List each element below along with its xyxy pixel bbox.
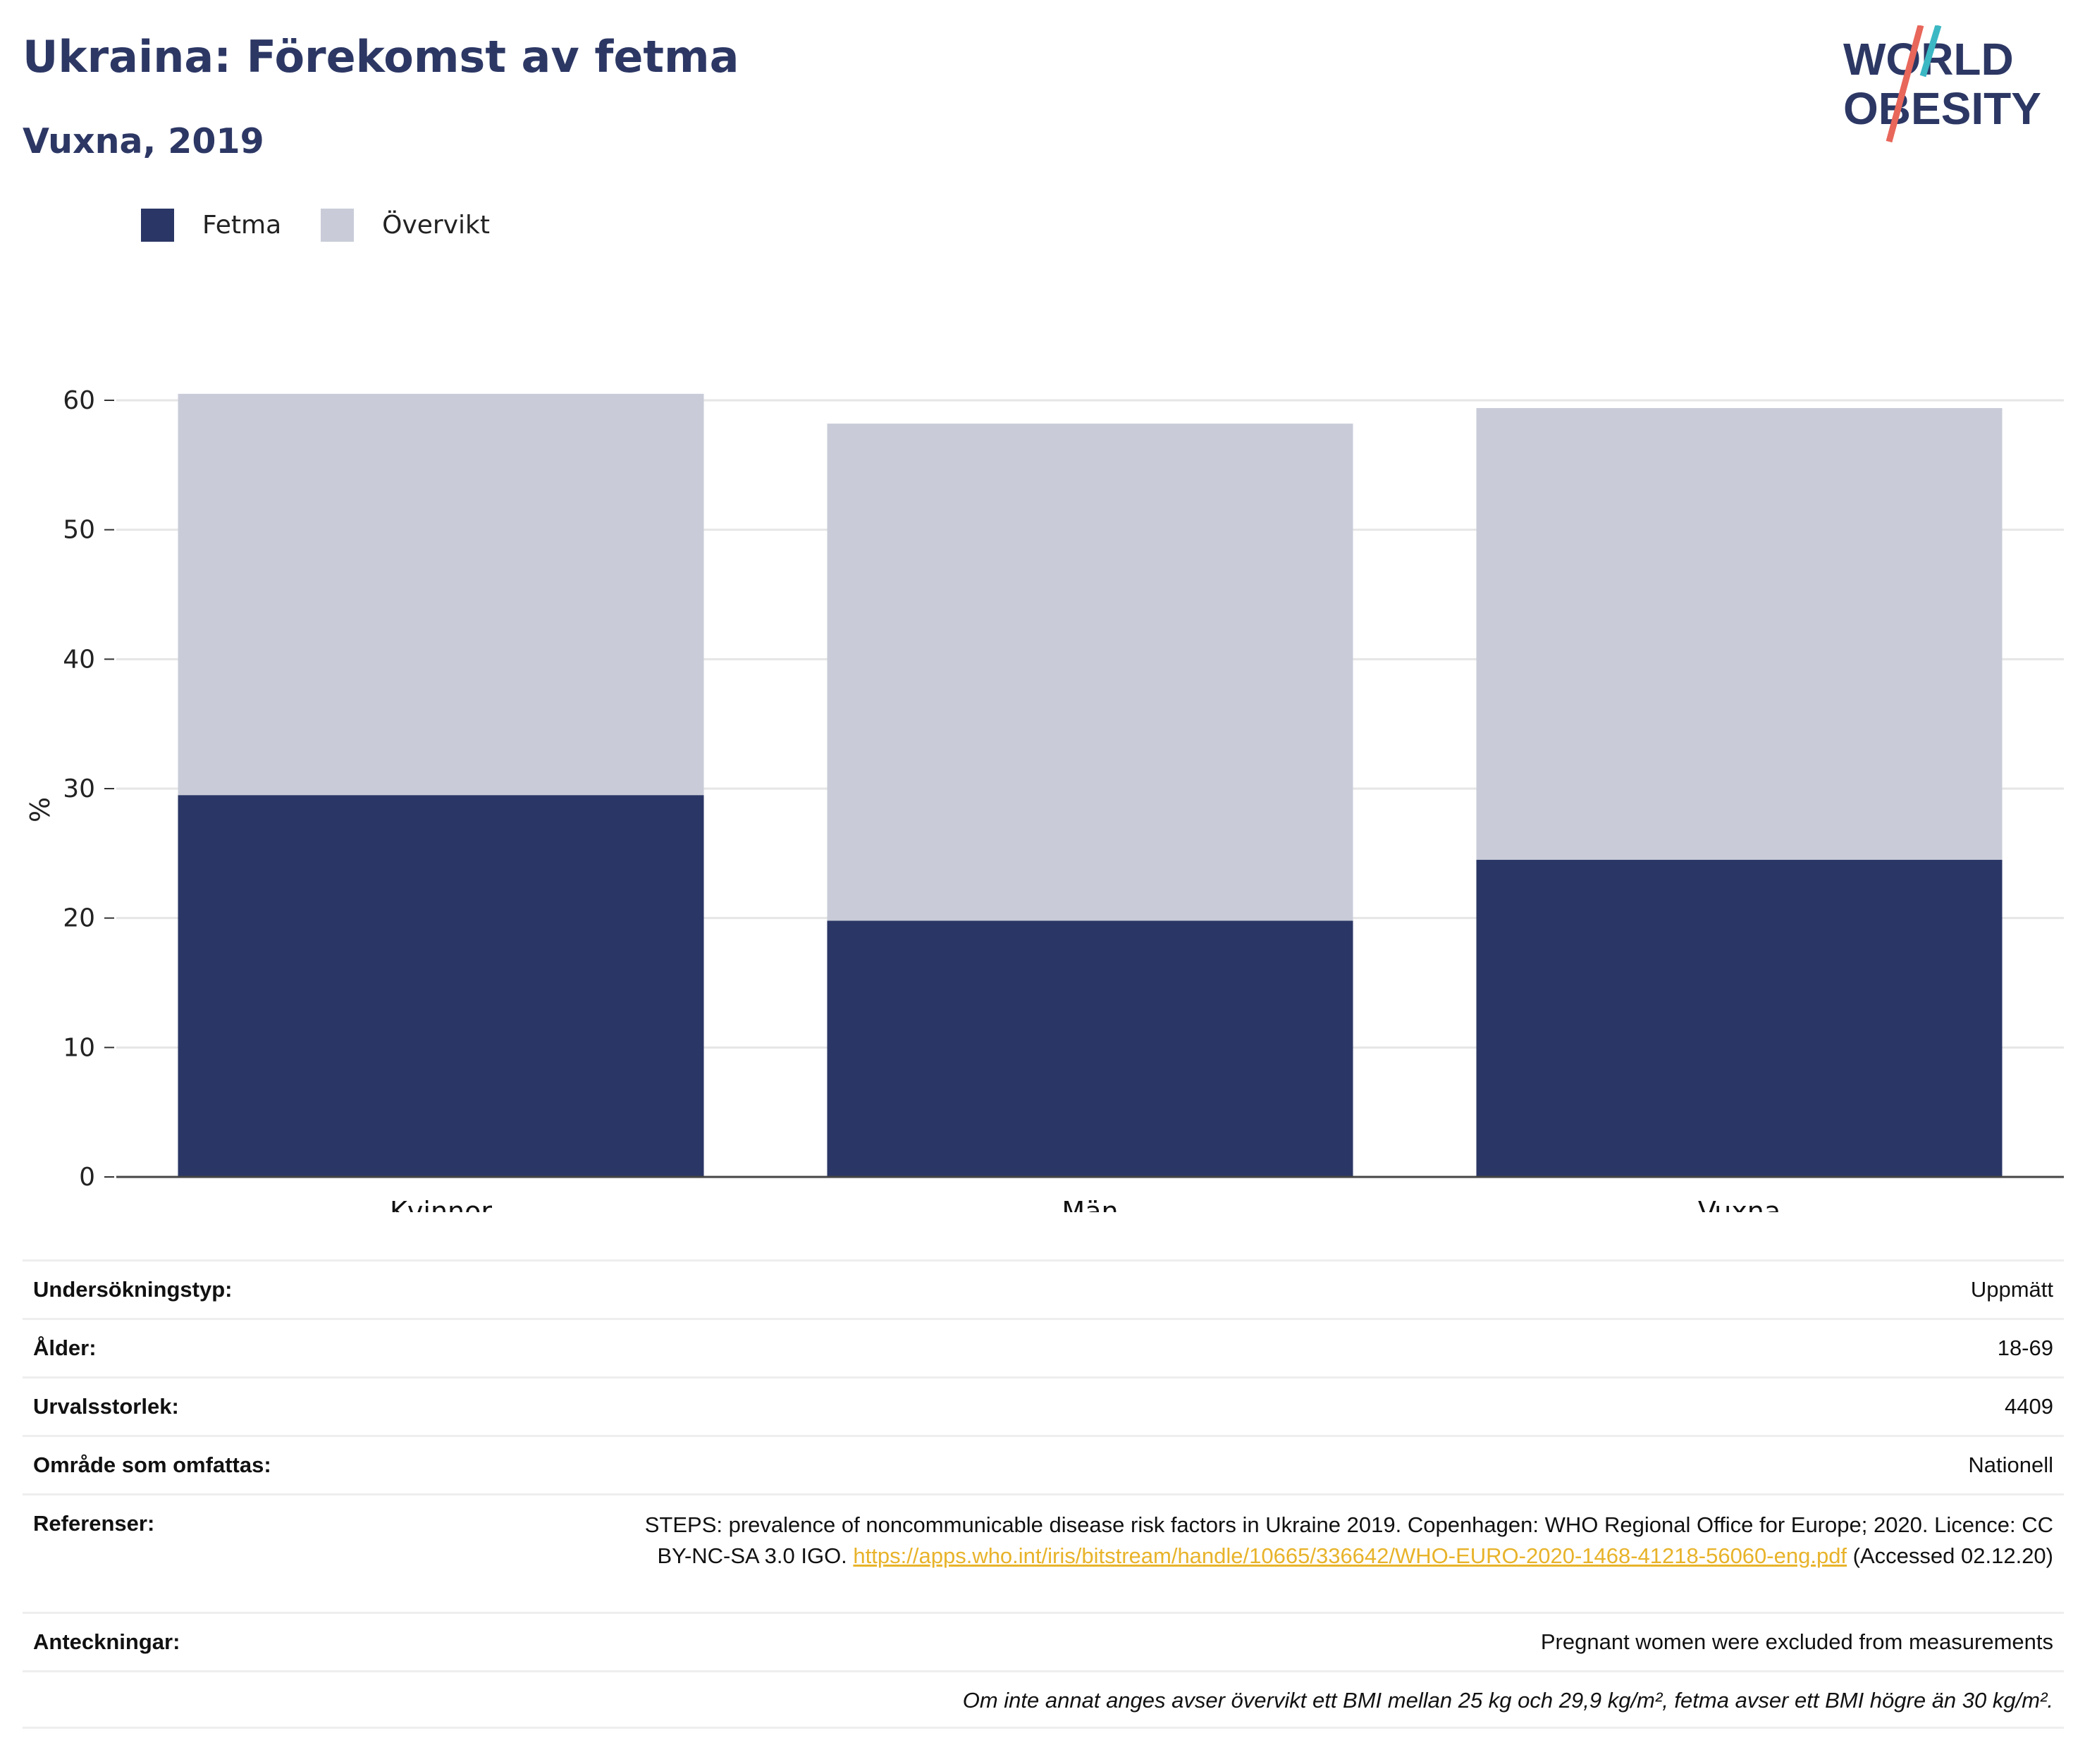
page-subtitle: Vuxna, 2019 bbox=[23, 121, 264, 161]
y-axis-label: % bbox=[25, 797, 56, 822]
info-row-survey-type: Undersökningstyp: Uppmätt bbox=[23, 1259, 2064, 1318]
info-label: Referenser: bbox=[33, 1511, 155, 1536]
references-accessed: (Accessed 02.12.20) bbox=[1852, 1543, 2053, 1568]
y-tick-label: 30 bbox=[63, 775, 95, 803]
x-tick-label: Män bbox=[1062, 1196, 1118, 1212]
legend-swatch-fetma bbox=[141, 209, 174, 242]
bar-fetma-mn bbox=[827, 920, 1353, 1177]
y-tick-label: 40 bbox=[63, 645, 95, 674]
bar-vervikt-mn bbox=[827, 424, 1353, 921]
info-label: Undersökningstyp: bbox=[33, 1277, 233, 1302]
y-tick-label: 60 bbox=[63, 386, 95, 415]
bar-vervikt-kvinnor bbox=[178, 393, 704, 796]
page-title: Ukraina: Förekomst av fetma bbox=[23, 31, 739, 82]
y-tick-label: 20 bbox=[63, 904, 95, 933]
bar-fetma-kvinnor bbox=[178, 795, 704, 1177]
info-label: Område som omfattas: bbox=[33, 1452, 271, 1477]
y-tick-label: 0 bbox=[79, 1163, 95, 1192]
bar-vervikt-vuxna bbox=[1476, 408, 2003, 861]
info-row-area: Område som omfattas: Nationell bbox=[23, 1435, 2064, 1493]
info-value: 4409 bbox=[2005, 1394, 2053, 1419]
y-tick-label: 50 bbox=[63, 516, 95, 545]
info-table: Undersökningstyp: Uppmätt Ålder: 18-69 U… bbox=[23, 1259, 2064, 1729]
svg-text:OBESITY: OBESITY bbox=[1843, 83, 2041, 134]
x-tick-label: Kvinnor bbox=[390, 1196, 492, 1212]
references-value: STEPS: prevalence of noncommunicable dis… bbox=[608, 1510, 2053, 1612]
stacked-bar-chart: 0 10 20 30 40 50 60% Kvinnor Män Vuxna bbox=[25, 386, 2064, 1212]
info-value: Nationell bbox=[1968, 1452, 2053, 1477]
legend-item-fetma[interactable]: Fetma bbox=[141, 209, 281, 242]
world-obesity-logo: WORLD OBESITY bbox=[1843, 25, 2041, 143]
legend-swatch-overvikt bbox=[321, 209, 355, 242]
references-link[interactable]: https://apps.who.int/iris/bitstream/hand… bbox=[853, 1543, 1847, 1568]
info-value: Pregnant women were excluded from measur… bbox=[1540, 1629, 2053, 1654]
x-tick-label: Vuxna bbox=[1698, 1196, 1780, 1212]
info-footnote: Om inte annat anges avser övervikt ett B… bbox=[23, 1670, 2064, 1729]
info-label: Anteckningar: bbox=[33, 1629, 180, 1654]
references-text: STEPS: prevalence of noncommunicable dis… bbox=[644, 1512, 2053, 1568]
legend-label-fetma: Fetma bbox=[202, 211, 282, 240]
chart-legend: Fetma Övervikt bbox=[141, 209, 529, 242]
info-row-sample-size: Urvalsstorlek: 4409 bbox=[23, 1376, 2064, 1435]
info-label: Urvalsstorlek: bbox=[33, 1394, 179, 1419]
info-row-age: Ålder: 18-69 bbox=[23, 1318, 2064, 1376]
info-row-notes: Anteckningar: Pregnant women were exclud… bbox=[23, 1612, 2064, 1670]
info-row-references: Referenser: STEPS: prevalence of noncomm… bbox=[23, 1493, 2064, 1612]
y-tick-label: 10 bbox=[63, 1033, 95, 1062]
legend-item-overvikt[interactable]: Övervikt bbox=[321, 209, 490, 242]
info-value: 18-69 bbox=[1997, 1336, 2053, 1360]
info-label: Ålder: bbox=[33, 1336, 97, 1360]
info-value: Uppmätt bbox=[1970, 1277, 2053, 1302]
footnote-text: Om inte annat anges avser övervikt ett B… bbox=[962, 1688, 2053, 1713]
bar-fetma-vuxna bbox=[1476, 860, 2003, 1177]
legend-label-overvikt: Övervikt bbox=[382, 211, 490, 240]
